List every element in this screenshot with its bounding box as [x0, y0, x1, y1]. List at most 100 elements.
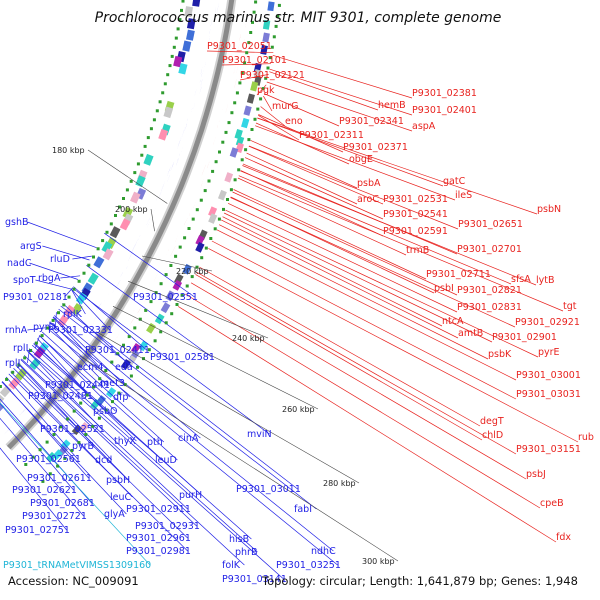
forward-gene-arrow	[174, 233, 180, 243]
tick-dot	[211, 169, 215, 173]
forward-gene-arrow	[192, 200, 197, 211]
forward-gene-arrow	[46, 428, 54, 437]
forward-gene-arrow	[129, 314, 137, 326]
reverse-gene-arrow	[207, 35, 211, 49]
forward-gene-label: cpeB	[540, 498, 564, 509]
forward-leader	[269, 68, 413, 116]
tick-dot	[146, 136, 150, 140]
reverse-leader	[39, 335, 178, 461]
forward-leader	[260, 106, 286, 127]
reverse-gene-arrow	[47, 369, 54, 379]
feature-block	[186, 18, 196, 30]
tick-dot	[170, 54, 174, 58]
tick-dot	[0, 385, 2, 388]
reverse-leader	[15, 365, 129, 481]
forward-gene-arrow	[201, 164, 206, 178]
reverse-gene-label: rplK	[63, 309, 83, 320]
reverse-leader	[5, 376, 78, 460]
forward-leader	[196, 271, 517, 455]
forward-gene-arrow	[233, 65, 236, 76]
reverse-leader	[71, 289, 86, 315]
reverse-gene-label: P9301_03141	[222, 574, 287, 585]
reverse-gene-arrow	[145, 214, 152, 227]
reverse-gene-arrow	[176, 136, 182, 150]
tick-dot	[213, 227, 217, 231]
forward-gene-label: P9301_03151	[516, 444, 581, 455]
reverse-leader	[72, 287, 270, 435]
forward-gene-label: trmB	[406, 245, 429, 256]
forward-gene-label: eno	[285, 116, 303, 127]
reverse-gene-label: rplL	[13, 343, 32, 354]
feature-block	[163, 106, 174, 119]
backbone-circle	[6, 0, 235, 450]
tick-dot	[140, 153, 144, 157]
tick-dot	[133, 171, 137, 175]
tick-dot	[51, 318, 55, 322]
tick-dot	[136, 162, 140, 166]
reverse-leader	[31, 344, 252, 540]
reverse-gene-label: P9301_02721	[22, 511, 87, 522]
feature-block	[122, 206, 134, 220]
reverse-gene-arrow	[166, 174, 171, 184]
reverse-leader	[86, 265, 212, 358]
forward-gene-label: amtB	[458, 328, 483, 339]
feature-block	[146, 322, 156, 334]
tick-dot	[104, 408, 108, 412]
forward-gene-label: psbI	[434, 283, 454, 294]
forward-gene-arrow	[164, 248, 170, 259]
reverse-gene-label: spoT	[13, 275, 36, 286]
forward-gene-arrow	[225, 101, 229, 114]
reverse-gene-arrow	[181, 126, 186, 139]
reverse-gene-label: leuD	[155, 455, 177, 466]
tick-dot	[101, 239, 105, 243]
trna-gene-label: P9301_tRNAMetVIMSS1309160	[3, 560, 151, 571]
reverse-gene-arrow	[114, 278, 122, 290]
tick-dot	[247, 41, 251, 45]
kbp-tick-label: 280 kbp	[323, 479, 356, 488]
tick-dot	[178, 18, 182, 22]
reverse-leader	[60, 305, 298, 490]
forward-gene-label: P9301_02381	[412, 88, 477, 99]
tick-dot	[105, 230, 109, 234]
reverse-leader	[47, 324, 107, 386]
tick-dot	[52, 433, 56, 436]
forward-gene-label: P9301_02341	[339, 116, 404, 127]
forward-gene-label: P9301_02371	[343, 142, 408, 153]
reverse-gene-label: P9301_03011	[236, 484, 301, 495]
tick-dot	[174, 254, 178, 258]
reverse-gene-label: P9301_03251	[276, 560, 341, 571]
tick-dot	[170, 312, 174, 316]
forward-leader	[199, 266, 481, 427]
tick-dot	[244, 148, 248, 152]
tick-dot	[114, 214, 117, 217]
reverse-gene-label: P9301_02681	[30, 498, 95, 509]
forward-leader	[255, 125, 456, 201]
feature-block	[160, 302, 171, 314]
reverse-gene-label: thyX	[114, 436, 136, 447]
forward-leader	[257, 117, 538, 215]
reverse-gene-arrow	[91, 313, 99, 324]
tick-dot	[117, 391, 121, 395]
tick-dot	[200, 256, 204, 260]
reverse-gene-arrow	[89, 317, 97, 330]
forward-leader	[248, 145, 459, 230]
feature-block	[208, 206, 218, 218]
tick-dot	[62, 303, 66, 307]
forward-leader	[227, 202, 458, 313]
kbp-tick-label: 220 kbp	[176, 267, 209, 276]
reverse-gene-label: P9301_02911	[126, 504, 191, 515]
tick-dot	[56, 464, 60, 468]
forward-leader	[211, 240, 517, 400]
reverse-gene-label: P9301_02181	[3, 292, 68, 303]
feature-block	[130, 342, 141, 354]
tick-dot	[92, 255, 95, 259]
forward-gene-arrow	[90, 369, 98, 379]
forward-gene-label: degT	[480, 416, 504, 427]
reverse-gene-arrow	[216, 2, 219, 15]
reverse-gene-label: met3	[100, 378, 125, 389]
topology-summary: Topology: circular; Length: 1,641,879 bp…	[261, 574, 578, 588]
reverse-gene-arrow	[53, 365, 62, 377]
tick-dot	[41, 479, 45, 483]
forward-gene-label: P9301_02101	[222, 55, 287, 66]
tick-dot	[123, 383, 127, 387]
